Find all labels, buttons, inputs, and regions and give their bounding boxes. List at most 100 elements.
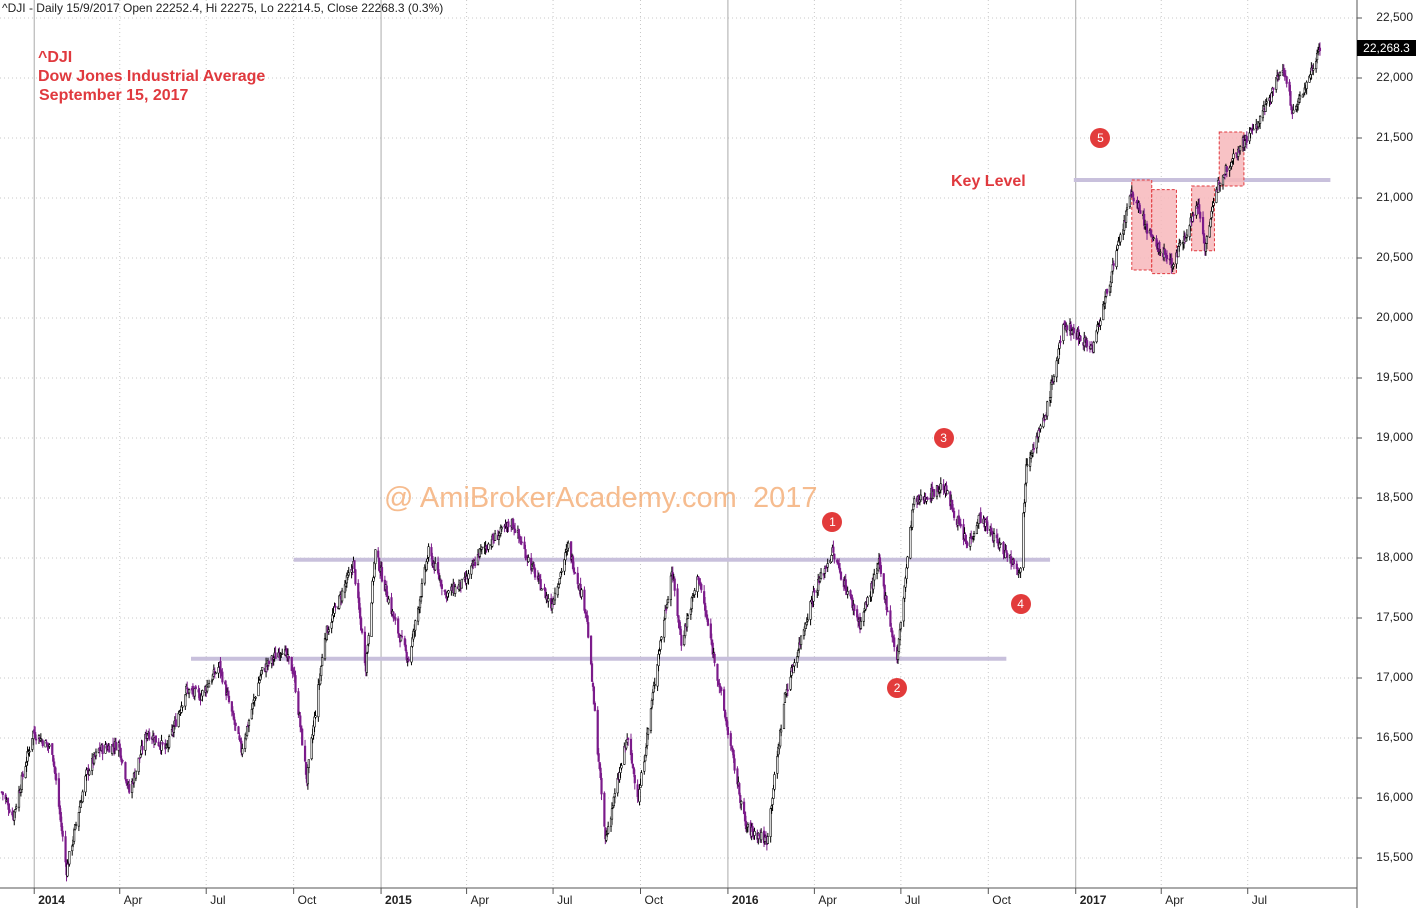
candle-body xyxy=(237,726,240,735)
candle-body xyxy=(893,637,896,647)
candle-body xyxy=(1026,464,1029,466)
candle-body xyxy=(320,666,323,676)
candle-body xyxy=(905,567,908,580)
candle-body xyxy=(966,542,969,546)
candle-body xyxy=(627,737,630,740)
candle-body xyxy=(1105,289,1109,294)
candle-body xyxy=(533,568,537,578)
candle-body xyxy=(227,695,231,703)
candle-body xyxy=(1092,342,1095,353)
candle-body xyxy=(45,741,48,744)
candle-body xyxy=(41,740,44,747)
candle-body xyxy=(61,830,64,837)
marker-1: 1 xyxy=(822,512,843,532)
candle-body xyxy=(733,758,736,771)
candle-body xyxy=(1285,76,1288,84)
candle-body xyxy=(1145,223,1149,234)
candle-body xyxy=(862,611,865,622)
candle-body xyxy=(1315,61,1318,70)
candle-body xyxy=(157,741,160,747)
candle-body xyxy=(817,579,820,592)
candle-body xyxy=(886,610,889,613)
candle-body xyxy=(1318,47,1322,52)
candle-body xyxy=(447,590,450,594)
candle-body xyxy=(732,749,735,759)
candle-body xyxy=(690,597,693,610)
x-tick-label: 2016 xyxy=(731,893,759,907)
candle-body xyxy=(1009,556,1013,564)
candle-body xyxy=(933,489,936,497)
candle-body xyxy=(148,732,151,740)
candle-body xyxy=(1264,104,1267,112)
candle-body xyxy=(378,558,381,571)
candle-body xyxy=(77,812,80,827)
candle-body xyxy=(8,809,11,813)
index-name-label: Dow Jones Industrial Average xyxy=(38,68,266,85)
candle-body xyxy=(524,549,527,559)
candle-body xyxy=(665,603,669,608)
x-tick-label: Apr xyxy=(470,893,490,907)
candle-body xyxy=(363,631,367,664)
candle-body xyxy=(221,671,224,683)
candle-body xyxy=(729,733,732,746)
candle-body xyxy=(766,836,769,844)
candle-body xyxy=(374,549,377,565)
candle-body xyxy=(1205,236,1208,244)
candle-body xyxy=(986,521,989,532)
candle-body xyxy=(1289,91,1292,106)
candle-body xyxy=(181,705,184,708)
candle-body xyxy=(1270,92,1273,103)
chart-grid xyxy=(0,0,1362,894)
candle-body xyxy=(354,569,357,585)
candle-body xyxy=(799,635,803,645)
candle-body xyxy=(610,808,614,820)
candle-body xyxy=(1316,52,1320,55)
candle-body xyxy=(613,793,616,798)
candle-body xyxy=(184,694,187,707)
y-tick-label: 20,500 xyxy=(1376,250,1413,264)
candle-body xyxy=(1298,95,1302,100)
candle-body xyxy=(1165,254,1169,260)
candle-body xyxy=(1086,340,1089,347)
candle-body xyxy=(1024,483,1027,503)
candle-body xyxy=(174,719,177,727)
candle-body xyxy=(394,617,397,621)
y-tick-label: 19,500 xyxy=(1376,370,1413,384)
candle-body xyxy=(673,578,676,591)
candle-body xyxy=(71,845,74,852)
marker-2: 2 xyxy=(887,677,908,698)
candle-body xyxy=(188,689,191,694)
candle-body xyxy=(593,702,596,711)
candle-body xyxy=(1023,502,1026,513)
candle-body xyxy=(979,512,982,524)
candle-body xyxy=(620,765,623,769)
x-tick-label: 2017 xyxy=(1079,893,1107,907)
candle-body xyxy=(287,656,290,659)
candle-body xyxy=(1265,101,1268,104)
candle-body xyxy=(134,770,137,779)
candle-body xyxy=(513,528,517,534)
candle-body xyxy=(1032,448,1036,450)
candle-body xyxy=(663,619,666,638)
candle-body xyxy=(1278,72,1282,77)
candle-body xyxy=(81,791,84,802)
horizontal-levels xyxy=(191,178,1331,661)
candle-body xyxy=(68,851,71,865)
candle-body xyxy=(267,661,271,665)
y-tick-label: 18,500 xyxy=(1376,490,1413,504)
candle-body xyxy=(372,577,375,582)
candle-body xyxy=(1152,237,1155,239)
candle-body xyxy=(1039,425,1042,430)
candle-body xyxy=(597,753,600,762)
candle-body xyxy=(460,578,463,589)
candle-body xyxy=(576,572,579,585)
candle-body xyxy=(691,595,694,598)
candle-body xyxy=(570,541,573,561)
candle-body xyxy=(79,802,82,808)
candle-body xyxy=(301,728,304,746)
candle-body xyxy=(28,750,31,753)
candle-body xyxy=(400,635,404,638)
candle-body xyxy=(366,644,369,653)
title-block: ^DJI Dow Jones Industrial Average Septem… xyxy=(38,48,265,105)
candle-body xyxy=(219,660,222,673)
